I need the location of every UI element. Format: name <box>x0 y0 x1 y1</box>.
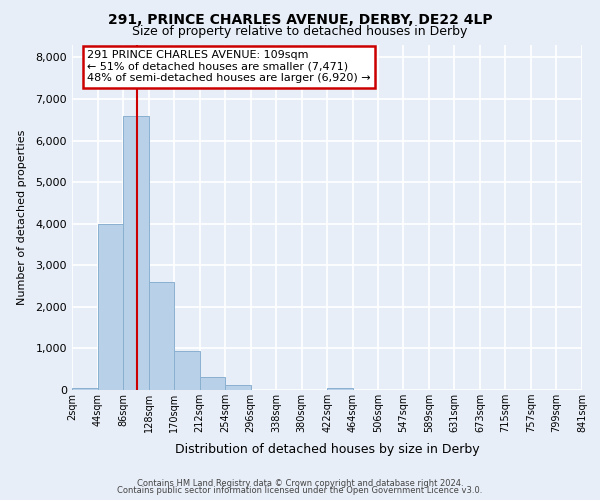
Bar <box>149 282 174 390</box>
Text: Size of property relative to detached houses in Derby: Size of property relative to detached ho… <box>133 25 467 38</box>
Text: 291 PRINCE CHARLES AVENUE: 109sqm
← 51% of detached houses are smaller (7,471)
4: 291 PRINCE CHARLES AVENUE: 109sqm ← 51% … <box>88 50 371 84</box>
Text: 291, PRINCE CHARLES AVENUE, DERBY, DE22 4LP: 291, PRINCE CHARLES AVENUE, DERBY, DE22 … <box>107 12 493 26</box>
Text: Contains HM Land Registry data © Crown copyright and database right 2024.: Contains HM Land Registry data © Crown c… <box>137 478 463 488</box>
Y-axis label: Number of detached properties: Number of detached properties <box>17 130 27 305</box>
Bar <box>123 116 149 390</box>
Bar <box>225 384 251 390</box>
Bar <box>174 350 200 390</box>
Bar <box>328 388 353 390</box>
Bar <box>72 388 98 390</box>
Bar <box>200 376 225 390</box>
Bar <box>98 224 123 390</box>
X-axis label: Distribution of detached houses by size in Derby: Distribution of detached houses by size … <box>175 444 479 456</box>
Text: Contains public sector information licensed under the Open Government Licence v3: Contains public sector information licen… <box>118 486 482 495</box>
